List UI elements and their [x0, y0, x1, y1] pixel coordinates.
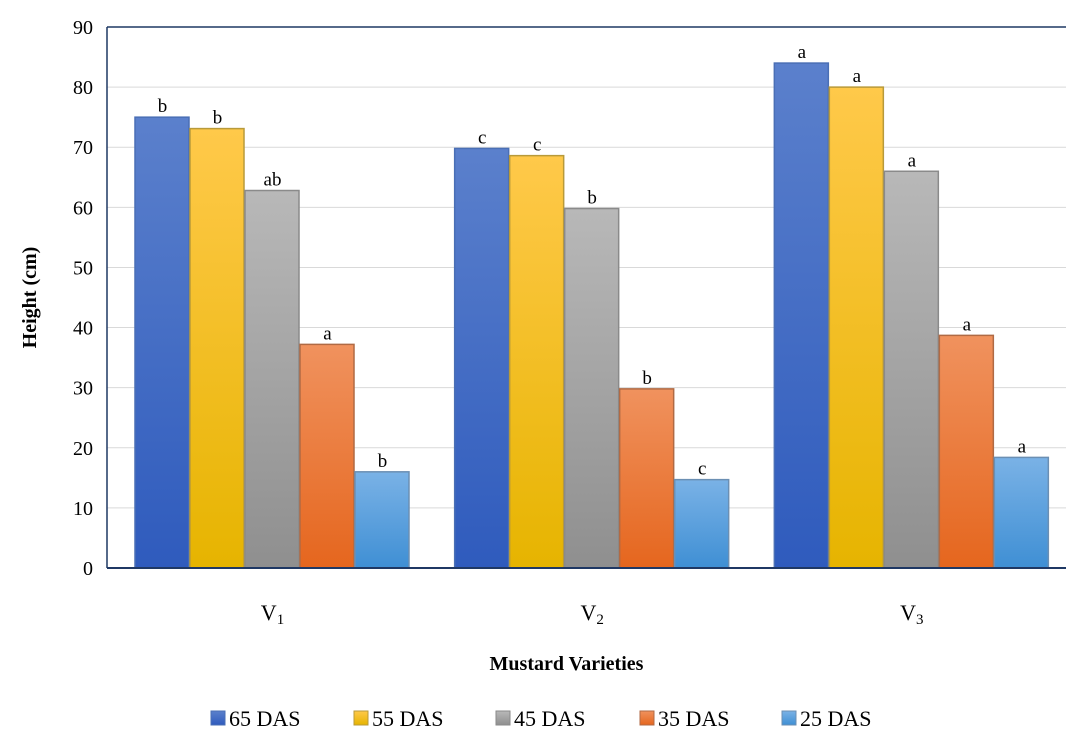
data-label: a — [798, 42, 807, 63]
data-label: b — [213, 108, 223, 129]
data-label: b — [642, 368, 652, 389]
bar-35-das-1 — [299, 343, 355, 569]
x-tick-label: V2 — [580, 600, 603, 628]
bar-35-das-3 — [938, 334, 995, 569]
y-tick-label: 30 — [73, 378, 93, 400]
bar-65-das-2 — [453, 147, 510, 569]
data-label: b — [378, 451, 388, 472]
bar-65-das-3 — [773, 62, 830, 569]
bar-25-das-1 — [354, 471, 410, 569]
data-label: c — [698, 459, 706, 480]
y-tick-label: 50 — [73, 257, 93, 279]
bar-25-das-3 — [993, 456, 1050, 569]
bar-55-das-2 — [508, 154, 565, 569]
y-tick-label: 0 — [83, 558, 93, 580]
legend: 65 DAS 55 DAS 45 DAS 35 DAS 25 DAS — [210, 706, 872, 731]
bar-65-das-1 — [134, 116, 190, 569]
bar-35-das-2 — [618, 388, 675, 569]
legend-label: 35 DAS — [658, 706, 730, 731]
axes: 0 10 20 30 40 50 60 70 80 90 V1 V2 V3 — [73, 17, 1066, 628]
data-label: a — [1018, 436, 1027, 457]
x-axis-title: Mustard Varieties — [490, 653, 644, 675]
data-label: a — [908, 150, 917, 171]
legend-swatch — [495, 710, 511, 726]
y-axis-title: Height (cm) — [19, 247, 41, 349]
y-tick-label: 80 — [73, 77, 93, 99]
y-tick-label: 60 — [73, 197, 93, 219]
y-tick-label: 70 — [73, 137, 93, 159]
data-label: c — [478, 127, 486, 148]
legend-label: 65 DAS — [229, 706, 301, 731]
legend-label: 45 DAS — [514, 706, 586, 731]
legend-label: 25 DAS — [800, 706, 872, 731]
y-tick-label: 10 — [73, 498, 93, 520]
bar-55-das-3 — [828, 86, 885, 569]
y-tick-label: 40 — [73, 318, 93, 340]
legend-swatch — [781, 710, 797, 726]
legend-swatch — [353, 710, 369, 726]
bar-45-das-2 — [563, 207, 620, 569]
bars — [134, 62, 1050, 569]
x-tick-label: V1 — [261, 600, 284, 628]
bar-55-das-1 — [189, 127, 245, 569]
data-label: b — [158, 96, 168, 117]
x-tick-label: V3 — [900, 600, 923, 628]
legend-label: 55 DAS — [372, 706, 444, 731]
y-tick-label: 90 — [73, 17, 93, 39]
legend-swatch — [639, 710, 655, 726]
bar-45-das-1 — [244, 189, 300, 569]
data-label: b — [587, 188, 597, 209]
data-label: c — [533, 135, 541, 156]
data-label: a — [853, 66, 862, 87]
bar-45-das-3 — [883, 170, 940, 569]
data-label: ab — [264, 170, 282, 191]
legend-swatch — [210, 710, 226, 726]
y-tick-label: 20 — [73, 438, 93, 460]
bar-25-das-2 — [673, 478, 730, 569]
data-label: a — [963, 314, 972, 335]
data-label: a — [323, 323, 332, 344]
